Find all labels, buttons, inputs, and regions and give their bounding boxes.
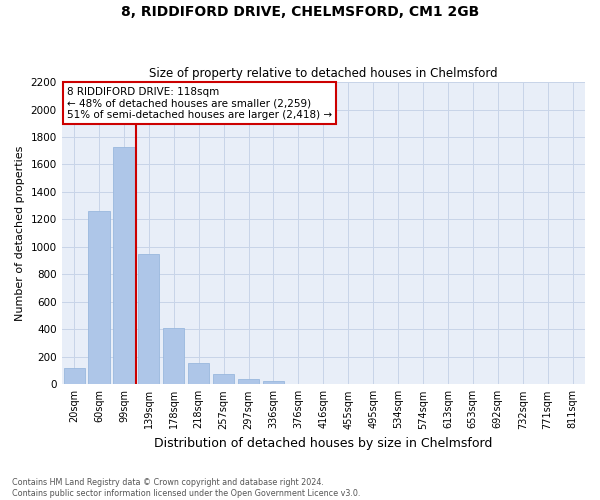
Text: 8 RIDDIFORD DRIVE: 118sqm
← 48% of detached houses are smaller (2,259)
51% of se: 8 RIDDIFORD DRIVE: 118sqm ← 48% of detac… [67,86,332,120]
Bar [263,381,284,384]
X-axis label: Distribution of detached houses by size in Chelmsford: Distribution of detached houses by size … [154,437,493,450]
Title: Size of property relative to detached houses in Chelmsford: Size of property relative to detached ho… [149,66,497,80]
Bar [213,374,234,384]
Bar [88,211,110,384]
Bar [113,146,134,384]
Bar [64,368,85,384]
Bar [163,328,184,384]
Bar [188,363,209,384]
Y-axis label: Number of detached properties: Number of detached properties [15,146,25,321]
Text: Contains HM Land Registry data © Crown copyright and database right 2024.
Contai: Contains HM Land Registry data © Crown c… [12,478,361,498]
Bar [238,379,259,384]
Text: 8, RIDDIFORD DRIVE, CHELMSFORD, CM1 2GB: 8, RIDDIFORD DRIVE, CHELMSFORD, CM1 2GB [121,5,479,19]
Bar [138,254,160,384]
